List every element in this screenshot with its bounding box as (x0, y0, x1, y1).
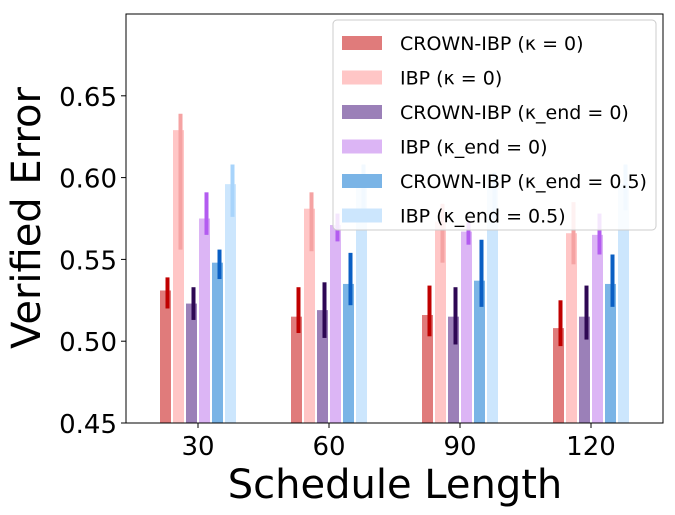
plot-frame (125, 13, 664, 424)
y-axis-label: Verified Error (4, 87, 50, 349)
bar (225, 184, 236, 423)
y-axis: 0.45 0.50 0.55 0.60 0.65 (59, 83, 126, 440)
bar (343, 283, 354, 423)
x-axis-label: Schedule Length (228, 462, 563, 508)
x-tick-label: 120 (566, 432, 616, 462)
bar (566, 233, 577, 423)
bar (579, 316, 590, 423)
legend-swatch (342, 139, 382, 154)
x-axis: 30 60 90 120 (181, 423, 616, 462)
y-tick-label: 0.55 (59, 246, 117, 276)
bar (487, 185, 498, 423)
bar (186, 303, 197, 423)
legend: CROWN-IBP (κ = 0) IBP (κ = 0) CROWN-IBP (κ… (332, 19, 657, 231)
y-tick-label: 0.60 (59, 165, 117, 195)
bar (618, 184, 629, 423)
legend-swatch (342, 174, 382, 188)
legend-swatch (342, 105, 382, 119)
bar (474, 280, 485, 423)
legend-swatch (342, 70, 382, 85)
bar (422, 315, 433, 423)
bar (605, 283, 616, 423)
x-tick-label: 60 (312, 432, 345, 462)
legend-box (332, 19, 657, 231)
bar (212, 262, 223, 423)
bar (330, 225, 341, 423)
y-tick-label: 0.50 (59, 328, 117, 358)
y-tick-label: 0.45 (59, 410, 117, 440)
bar (160, 290, 171, 423)
legend-label: CROWN-IBP (κ = 0) (400, 33, 584, 55)
x-tick-label: 90 (443, 432, 476, 462)
y-tick-label: 0.65 (59, 83, 117, 113)
bars-layer (160, 113, 629, 423)
bar (592, 234, 603, 423)
bar (356, 185, 367, 423)
bar (199, 218, 210, 423)
bar (461, 231, 472, 423)
legend-label: IBP (κ_end = 0.5) (400, 206, 566, 228)
bar (435, 221, 446, 423)
legend-label: CROWN-IBP (κ_end = 0) (400, 102, 629, 124)
x-tick-label: 30 (181, 432, 214, 462)
legend-label: IBP (κ_end = 0) (400, 137, 548, 159)
legend-label: IBP (κ = 0) (400, 68, 502, 90)
legend-swatch (342, 208, 382, 223)
legend-label: CROWN-IBP (κ_end = 0.5) (400, 171, 647, 193)
legend-swatch (342, 36, 382, 50)
bar (448, 316, 459, 423)
bar (304, 208, 315, 423)
bar (553, 328, 564, 423)
bar (173, 130, 184, 423)
bar (317, 310, 328, 423)
bar (291, 316, 302, 423)
